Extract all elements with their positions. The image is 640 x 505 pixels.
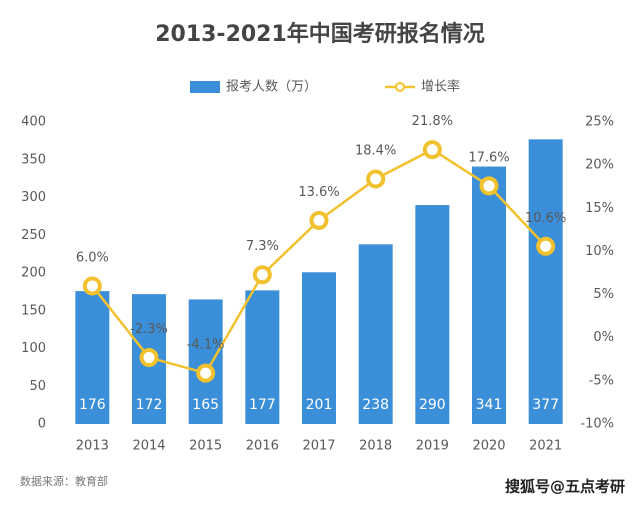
y-tick-label: 100	[21, 341, 46, 356]
line-point	[196, 363, 216, 383]
y2-tick-label: 25%	[585, 115, 614, 130]
bar-value-label: 238	[362, 397, 389, 413]
x-tick-label: 2015	[189, 439, 222, 454]
line-point	[366, 169, 386, 189]
line-value-label: 17.6%	[468, 150, 509, 165]
y2-tick-label: 15%	[585, 201, 614, 216]
bar	[188, 299, 223, 424]
line-point	[479, 176, 499, 196]
bar-value-label: 201	[306, 397, 333, 413]
line-point	[536, 236, 556, 256]
legend-label: 报考人数（万）	[226, 80, 317, 95]
line-point	[309, 210, 329, 230]
line-value-label: -2.3%	[130, 322, 168, 337]
line-point	[139, 348, 159, 368]
x-tick-label: 2020	[472, 439, 505, 454]
y2-tick-label: 10%	[585, 244, 614, 259]
line-value-label: 21.8%	[412, 114, 453, 129]
y2-tick-label: 5%	[593, 287, 614, 302]
bar-value-label: 172	[136, 397, 163, 413]
y2-tick-label: -5%	[589, 373, 614, 388]
x-tick-label: 2018	[359, 439, 392, 454]
x-tick-label: 2019	[416, 439, 449, 454]
y-tick-label: 300	[21, 190, 46, 205]
bar	[75, 291, 110, 424]
y-tick-label: 400	[21, 115, 46, 130]
y-tick-label: 250	[21, 228, 46, 243]
chart-title: 2013-2021年中国考研报名情况	[155, 21, 485, 47]
y-tick-label: 350	[21, 152, 46, 167]
bar-value-label: 290	[419, 397, 446, 413]
x-tick-label: 2016	[246, 439, 279, 454]
y-tick-label: 50	[29, 379, 46, 394]
line-value-label: 6.0%	[76, 250, 109, 265]
line-value-label: 13.6%	[298, 185, 339, 200]
bar-value-label: 176	[79, 397, 106, 413]
x-tick-label: 2014	[132, 439, 165, 454]
bar	[302, 272, 336, 424]
legend-label: 增长率	[421, 79, 460, 95]
bar	[472, 166, 506, 425]
bar-value-label: 377	[532, 397, 559, 413]
line-value-label: 7.3%	[246, 239, 279, 254]
line-point	[422, 140, 442, 160]
line-value-label: -4.1%	[187, 338, 225, 353]
line-point	[252, 265, 272, 285]
y2-tick-label: 0%	[593, 330, 614, 345]
legend-swatch	[395, 82, 405, 92]
bar	[415, 205, 450, 424]
y-tick-label: 200	[21, 266, 46, 281]
bar-value-label: 341	[476, 397, 503, 413]
source-note: 数据来源：教育部	[20, 474, 108, 488]
y-tick-label: 150	[21, 303, 46, 318]
y-tick-label: 0	[38, 417, 46, 432]
bar	[358, 244, 393, 424]
legend-swatch	[190, 81, 220, 93]
bar	[245, 290, 280, 424]
watermark: 搜狐号@五点考研	[505, 478, 625, 496]
bar-value-label: 165	[192, 397, 219, 413]
y2-tick-label: -10%	[580, 417, 614, 432]
x-tick-label: 2017	[302, 439, 335, 454]
x-tick-label: 2021	[529, 439, 562, 454]
line-value-label: 18.4%	[355, 143, 396, 158]
bar-value-label: 177	[249, 397, 276, 413]
line-point	[82, 276, 102, 296]
x-tick-label: 2013	[76, 439, 109, 454]
y2-tick-label: 20%	[585, 158, 614, 173]
bar	[528, 139, 563, 425]
line-value-label: 10.6%	[525, 211, 566, 226]
